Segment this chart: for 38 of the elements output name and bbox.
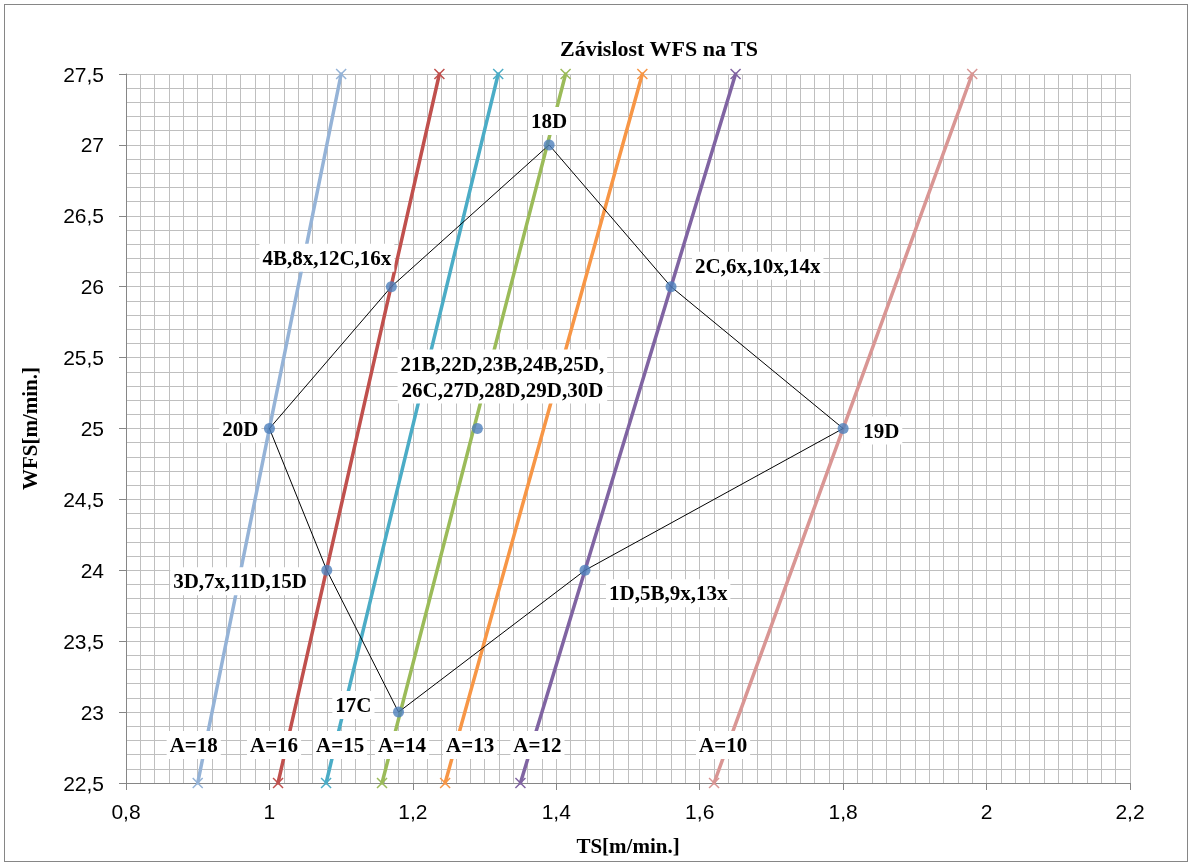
y-tick-label: 23,5 (63, 629, 104, 653)
annotation: 20D (222, 416, 259, 441)
y-tick-label: 25,5 (63, 346, 104, 370)
y-tick-label: 24,5 (63, 487, 104, 511)
x-tick-label: 1 (263, 800, 276, 823)
series-label: A=13 (446, 733, 495, 757)
y-tick-label: 27 (80, 133, 104, 157)
y-tick-label: 24 (80, 558, 105, 582)
annotation: 21B,22D,23B,24B,25D,26C,27D,28D,29D,30D (400, 351, 605, 402)
annotation: 2C,6x,10x,14x (695, 253, 821, 278)
y-tick-label: 22,5 (63, 771, 104, 795)
x-tick-label: 2 (980, 800, 993, 823)
x-tick-label: 1,8 (828, 800, 858, 823)
x-tick-label: 1,6 (685, 800, 715, 823)
y-axis-title: WFS[m/min.] (17, 366, 42, 491)
x-tick-label: 1,2 (398, 800, 428, 823)
x-tick-label: 1,4 (541, 800, 572, 823)
annotation: 3D,7x,11D,15D (173, 569, 307, 594)
series-label: A=14 (377, 733, 427, 757)
y-tick-label: 26,5 (63, 204, 104, 228)
series-label: A=12 (513, 733, 562, 757)
x-tick-label: 2,2 (1115, 800, 1145, 823)
y-tick-label: 27,5 (63, 62, 104, 86)
x-tick-label: 0,8 (111, 800, 141, 823)
annotation: 17C (335, 693, 372, 718)
annotation: 4B,8x,12C,16x (262, 245, 392, 270)
series-label: A=18 (169, 733, 218, 757)
y-tick-label: 23 (80, 700, 104, 724)
series-label: A=10 (698, 733, 748, 757)
y-tick-label: 25 (80, 417, 104, 440)
series-label: A=16 (249, 733, 299, 757)
chart-title: Závislost WFS na TS (560, 35, 758, 61)
annotation: 1D,5B,9x,13x (608, 581, 728, 606)
y-tick-label: 26 (80, 275, 104, 299)
annotation: 19D (863, 418, 900, 443)
series-label: A=15 (316, 733, 365, 757)
x-axis-title: TS[m/min.] (576, 833, 680, 858)
annotation: 18D (531, 108, 568, 133)
